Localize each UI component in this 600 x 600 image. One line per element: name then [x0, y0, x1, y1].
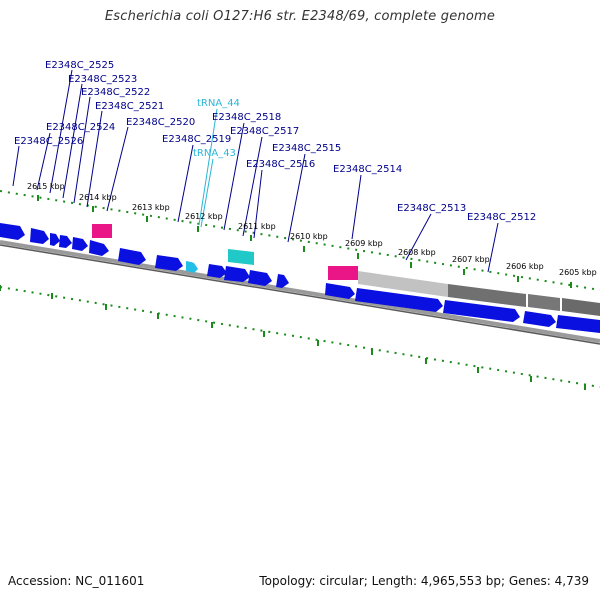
gc-segment-dark: [562, 298, 600, 316]
gene-arrow[interactable]: [30, 228, 49, 244]
gene-label[interactable]: E2348C_2516: [246, 159, 315, 170]
feature-labels: E2348C_2525 E2348C_2523 E2348C_2522 E2348C_…: [14, 60, 536, 223]
gene-label-leader: [351, 174, 362, 240]
gene-label[interactable]: E2348C_2523: [68, 74, 137, 85]
gene-label[interactable]: E2348C_2525: [45, 60, 114, 71]
kbp-label: 2612 kbp: [185, 212, 223, 221]
accession-text: Accession: NC_011601: [8, 574, 145, 588]
gene-label-leader: [487, 222, 499, 273]
gene-label-leader: [86, 110, 103, 208]
gene-arrow[interactable]: [523, 311, 556, 327]
gene-label-leader: [12, 145, 20, 187]
gene-label[interactable]: E2348C_2518: [212, 112, 281, 123]
genes-lower-lane: [118, 248, 600, 333]
kbp-label: 2605 kbp: [559, 268, 597, 277]
gene-label-leader: [405, 213, 432, 261]
gene-arrow[interactable]: [355, 288, 443, 312]
trna-label-leader: [198, 108, 218, 226]
gene-label[interactable]: E2348C_2521: [95, 101, 164, 112]
gene-arrow[interactable]: [276, 274, 289, 288]
gene-arrow[interactable]: [224, 266, 250, 282]
gene-label[interactable]: E2348C_2514: [333, 164, 402, 175]
kbp-label: 2615 kbp: [27, 182, 65, 191]
outer-scale-ring: [0, 190, 600, 291]
trna-label-leader: [200, 158, 214, 228]
gene-arrow[interactable]: [248, 270, 272, 286]
genome-backbone: [0, 240, 600, 343]
gene-label[interactable]: E2348C_2526: [14, 136, 83, 147]
gene-arrow[interactable]: [443, 300, 520, 322]
trna-arrow[interactable]: [191, 262, 198, 273]
gene-label[interactable]: E2348C_2513: [397, 203, 466, 214]
gene-arrow[interactable]: [59, 235, 72, 248]
trna-label[interactable]: tRNA_44: [197, 98, 240, 109]
gene-label[interactable]: E2348C_2515: [272, 143, 341, 154]
gene-arrow[interactable]: [50, 233, 60, 246]
gene-arrow[interactable]: [556, 315, 600, 333]
kbp-label: 2606 kbp: [506, 262, 544, 271]
gene-label-leader: [62, 83, 83, 199]
gene-label-leader: [223, 122, 245, 231]
genes-upper-lane: [0, 223, 358, 280]
gc-band: [358, 271, 600, 316]
gene-arrow[interactable]: [207, 264, 227, 278]
gene-label-leader: [73, 96, 91, 204]
kbp-label: 2611 kbp: [238, 222, 276, 231]
gene-arrow[interactable]: [325, 283, 355, 299]
kbp-label: 2609 kbp: [345, 239, 383, 248]
gene-label[interactable]: E2348C_2524: [46, 122, 115, 133]
gene-label-leader: [49, 69, 73, 194]
gc-segment-light: [358, 271, 448, 297]
gene-arrow[interactable]: [118, 248, 146, 265]
gc-segment-dark: [448, 284, 526, 307]
gene-arrow[interactable]: [0, 223, 25, 240]
gene-label-leader: [106, 126, 129, 212]
gene-arrow[interactable]: [72, 237, 88, 251]
inner-scale-ring: [0, 286, 600, 388]
gene-label-leader: [287, 153, 306, 243]
gene-label[interactable]: E2348C_2522: [81, 87, 150, 98]
rrna-feature[interactable]: [328, 266, 358, 280]
gene-arrow[interactable]: [89, 240, 109, 256]
gene-arrow[interactable]: [155, 255, 183, 271]
gene-label[interactable]: E2348C_2512: [467, 212, 536, 223]
kbp-label: 2608 kbp: [398, 248, 436, 257]
gene-label-leader: [36, 132, 51, 191]
gene-label[interactable]: E2348C_2517: [230, 126, 299, 137]
label-leader-lines: [12, 69, 499, 273]
genome-backbone-shadow: [0, 244, 600, 345]
kbp-label: 2607 kbp: [452, 255, 490, 264]
topology-text: Topology: circular; Length: 4,965,553 bp…: [259, 574, 589, 588]
gene-label[interactable]: E2348C_2519: [162, 134, 231, 145]
misc-feature[interactable]: [228, 249, 254, 265]
kbp-label: 2610 kbp: [290, 232, 328, 241]
trna-label[interactable]: tRNA_43: [193, 148, 236, 159]
gene-label-leader: [177, 144, 194, 223]
gc-segment-dark: [528, 294, 560, 311]
map-title: Escherichia coli O127:H6 str. E2348/69, …: [104, 9, 496, 24]
kbp-label: 2614 kbp: [79, 193, 117, 202]
gene-label[interactable]: E2348C_2520: [126, 117, 195, 128]
gene-label-leader: [242, 136, 263, 237]
kbp-label: 2613 kbp: [132, 203, 170, 212]
rrna-feature[interactable]: [92, 224, 112, 238]
kbp-scale: 2615 kbp 2614 kbp 2613 kbp 2612 kbp 2611 kbp…: [0, 182, 597, 390]
gene-label-leader: [253, 169, 263, 239]
